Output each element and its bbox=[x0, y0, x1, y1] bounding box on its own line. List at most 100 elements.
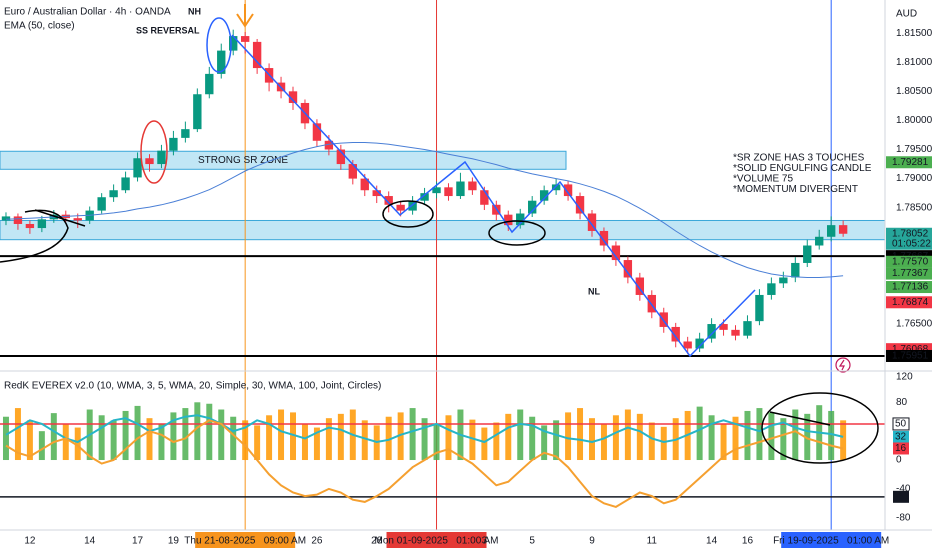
histogram-bar bbox=[720, 423, 727, 461]
histogram-bar bbox=[433, 423, 440, 461]
y-tick-label: 1.78500 bbox=[896, 202, 932, 213]
histogram-bar bbox=[768, 412, 775, 461]
y-tick-label: 1.79000 bbox=[896, 173, 932, 184]
price-tag bbox=[886, 281, 932, 294]
arrow bbox=[236, 4, 254, 28]
candle-body bbox=[480, 190, 489, 205]
histogram-bar bbox=[397, 412, 404, 461]
osc-tick-label: -80 bbox=[896, 512, 911, 523]
x-tick-label: 5 bbox=[529, 536, 535, 547]
black-line bbox=[34, 209, 86, 227]
candle-body bbox=[1, 216, 11, 221]
candle-body bbox=[432, 187, 441, 194]
sr-zone bbox=[0, 219, 886, 241]
candle-body bbox=[157, 150, 166, 165]
front-layer: 1.81500 1.81000 1.80500 1.80000 1.79500 1.790… bbox=[24, 28, 932, 548]
candle-body bbox=[145, 158, 154, 165]
candle-body bbox=[575, 196, 585, 214]
x-tick-label: 9 bbox=[589, 536, 595, 547]
histogram-bar bbox=[301, 423, 308, 461]
histogram-bar bbox=[577, 408, 584, 461]
histogram-bar bbox=[50, 413, 57, 461]
candle-body bbox=[826, 225, 836, 237]
histogram-bar bbox=[158, 423, 165, 461]
histogram-bar bbox=[62, 423, 69, 461]
price-tag bbox=[886, 227, 932, 250]
price-tag-label: 1.76068 bbox=[892, 344, 929, 355]
candle-body bbox=[587, 213, 597, 231]
candle-body bbox=[25, 223, 35, 229]
candle-body bbox=[324, 140, 334, 150]
osc-tick-label: -40 bbox=[896, 484, 911, 495]
candle-body bbox=[468, 181, 477, 191]
candle-body bbox=[539, 190, 549, 201]
red-ellipse bbox=[140, 120, 168, 184]
histogram-bar bbox=[266, 415, 273, 461]
candle-body bbox=[133, 158, 142, 178]
candle-body bbox=[683, 341, 692, 349]
candle-body bbox=[217, 50, 226, 74]
candle-body bbox=[803, 245, 812, 263]
oscillator-title: RedK EVEREX v2.0 (10, WMA, 3, 5, WMA, 20… bbox=[4, 381, 381, 392]
candle-body bbox=[767, 283, 776, 295]
candle-body bbox=[743, 321, 752, 336]
note: *VOLUME 75 bbox=[733, 174, 793, 185]
y-tick-label: 1.81500 bbox=[896, 28, 932, 39]
candle-body bbox=[193, 94, 202, 130]
x-tick-label: Fri 19-09-2025 01:00 AM bbox=[773, 536, 889, 547]
candle-body bbox=[312, 123, 322, 141]
histogram-bar bbox=[445, 415, 452, 461]
annotation: NH bbox=[188, 6, 201, 16]
candle-body bbox=[396, 204, 405, 211]
histogram-bar bbox=[325, 418, 332, 461]
alert-icon[interactable] bbox=[835, 357, 851, 373]
candle-body bbox=[731, 329, 740, 336]
x-tick-label: 14 bbox=[84, 536, 96, 547]
histogram-bar bbox=[122, 410, 129, 461]
candle-body bbox=[755, 294, 764, 322]
osc-tag bbox=[893, 430, 909, 443]
histogram-bar bbox=[170, 412, 177, 461]
price-tag bbox=[886, 156, 932, 169]
black-line bbox=[769, 411, 831, 426]
histogram-bar bbox=[421, 418, 428, 461]
histogram-bar bbox=[469, 419, 476, 461]
histogram-bar bbox=[792, 409, 799, 461]
price-tag-label: 1.79281 bbox=[892, 157, 929, 168]
candle-body bbox=[73, 218, 82, 221]
trend-drawing bbox=[231, 34, 756, 358]
osc-tag-label: 32 bbox=[895, 432, 907, 443]
currency: AUD bbox=[896, 9, 917, 20]
histogram-bar bbox=[242, 420, 249, 461]
histogram-bar bbox=[744, 410, 751, 461]
candle-body bbox=[623, 260, 633, 278]
candle-body bbox=[791, 262, 800, 278]
osc-tag-label: -51 bbox=[895, 491, 910, 502]
candle-body bbox=[671, 326, 680, 342]
candle-body bbox=[229, 36, 238, 51]
candle-body bbox=[420, 193, 429, 201]
candle-body bbox=[205, 73, 214, 95]
candle-body bbox=[240, 36, 250, 42]
note: *SR ZONE HAS 3 TOUCHES bbox=[733, 153, 865, 164]
histogram-bar bbox=[589, 418, 595, 461]
drawings bbox=[0, 4, 879, 464]
histogram-bar bbox=[732, 416, 739, 461]
osc-tag-label: 50 bbox=[895, 419, 907, 430]
price-tag-label: 1.77367 bbox=[892, 268, 929, 279]
histogram-bar bbox=[337, 413, 344, 461]
black-ellipse bbox=[488, 220, 546, 246]
osc-line bbox=[5, 414, 844, 444]
candle-body bbox=[169, 137, 178, 151]
x-tick-label: 28 bbox=[371, 536, 383, 547]
candle-body bbox=[109, 190, 118, 198]
y-tick-label: 1.81000 bbox=[896, 57, 932, 68]
histogram-bar bbox=[254, 425, 261, 461]
blue-ellipse bbox=[206, 17, 232, 73]
candle-body bbox=[348, 164, 357, 179]
histogram-bar bbox=[541, 425, 548, 461]
x-tick-label: 16 bbox=[742, 536, 754, 547]
histogram-bar bbox=[612, 415, 619, 461]
candle-body bbox=[252, 41, 262, 69]
